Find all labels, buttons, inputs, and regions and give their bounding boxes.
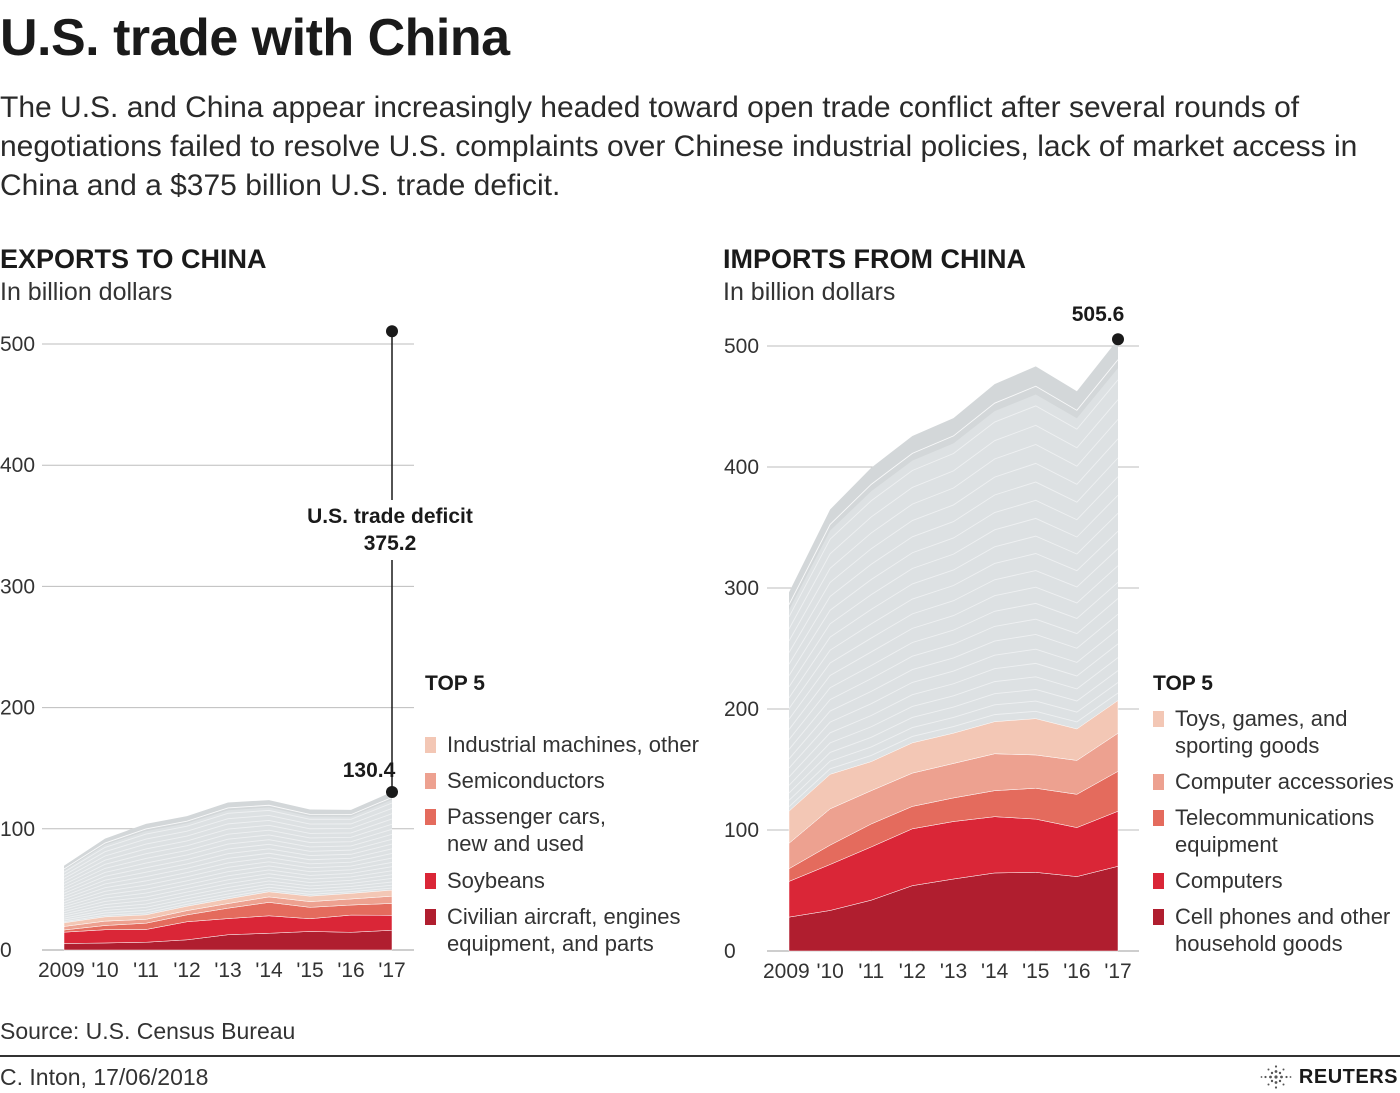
legend-swatch	[425, 737, 436, 753]
x-tick-label: '11	[133, 959, 159, 982]
legend-label-line: new and used	[447, 831, 584, 856]
legend-title: TOP 5	[1153, 672, 1213, 695]
x-tick-label: '17	[378, 959, 405, 982]
imports-panel-unit: In billion dollars	[723, 278, 896, 306]
series-area	[63, 889, 393, 927]
legend-swatch	[1153, 810, 1164, 826]
legend-swatch	[425, 809, 436, 825]
deficit-label-bg	[297, 500, 487, 560]
legend-label: Civilian aircraft, engines equipment, and…	[447, 904, 681, 956]
y-tick-label: 300	[724, 577, 759, 600]
legend-swatch	[1153, 774, 1164, 790]
x-tick-label: '14	[255, 959, 283, 982]
other-series-line	[63, 797, 393, 870]
credit-line: C. Inton, 17/06/2018	[0, 1064, 209, 1090]
exports-panel-title: EXPORTS TO CHINA	[0, 244, 267, 274]
x-tick-label: 2009	[763, 960, 810, 983]
x-tick-label: '15	[1022, 960, 1049, 983]
x-tick-label: '16	[337, 959, 364, 982]
total-end-dot	[1112, 333, 1124, 346]
legend-swatch	[1153, 873, 1164, 889]
legend-label: Computer accessories	[1175, 769, 1394, 794]
legend-swatch	[1153, 711, 1164, 727]
legend-label-line: Telecommunications	[1175, 805, 1374, 830]
y-tick-label: 0	[724, 940, 736, 963]
y-tick-label: 100	[724, 819, 759, 842]
imports-panel-title: IMPORTS FROM CHINA	[723, 244, 1026, 274]
legend-label-line: Passenger cars,	[447, 804, 606, 829]
reuters-brand: REUTERS	[1259, 1064, 1398, 1090]
legend-label: Passenger cars, new and used	[447, 804, 606, 856]
legend-label: Semiconductors	[447, 768, 605, 793]
y-tick-label: 500	[724, 335, 759, 358]
x-tick-label: 2009	[38, 959, 85, 982]
legend-title: TOP 5	[425, 672, 485, 695]
y-tick-label: 400	[724, 456, 759, 479]
deficit-value: 375.2	[364, 532, 417, 555]
legend-swatch	[1153, 909, 1164, 925]
deficit-top-dot	[386, 325, 398, 338]
x-tick-label: '15	[296, 959, 323, 982]
charts-canvas: 0 100 200 300 400 500 2009 '10 '11 '12 '13 '14 '15 '1…	[0, 303, 1394, 983]
x-tick-label: '13	[940, 960, 967, 983]
page-title: U.S. trade with China	[0, 9, 510, 67]
y-tick-label: 200	[0, 697, 35, 720]
x-tick-label: '12	[899, 960, 926, 983]
x-tick-label: '16	[1063, 960, 1090, 983]
other-products-band	[789, 368, 1118, 812]
x-tick-label: '10	[91, 959, 118, 982]
series-area	[788, 700, 1119, 844]
imports-chart: 0 100 200 300 400 500 2009 '10 '11 '12 '13 '14 '15 '1…	[724, 303, 1394, 983]
deficit-label: U.S. trade deficit	[307, 505, 473, 528]
footer-divider	[0, 1055, 1400, 1057]
legend-label: Toys, games, and sporting goods	[1175, 706, 1347, 758]
exports-chart: 0 100 200 300 400 500 2009 '10 '11 '12 '13 '14 '15 '1…	[0, 325, 699, 982]
legend-label: Telecommunications equipment	[1175, 805, 1374, 857]
other-products-band	[64, 799, 392, 923]
imports-last-value: 505.6	[1072, 303, 1125, 326]
x-tick-label: '11	[858, 960, 884, 983]
y-tick-label: 0	[0, 939, 12, 962]
exports-panel-unit: In billion dollars	[0, 278, 173, 306]
legend-label-line: sporting goods	[1175, 733, 1319, 758]
legend-label-line: household goods	[1175, 931, 1343, 956]
x-tick-label: '12	[173, 959, 200, 982]
legend-swatch	[425, 873, 436, 889]
y-tick-label: 300	[0, 575, 35, 598]
legend-label: Industrial machines, other	[447, 732, 699, 757]
x-tick-label: '10	[816, 960, 843, 983]
x-tick-label: '17	[1104, 960, 1131, 983]
legend-label-line: equipment, and parts	[447, 931, 654, 956]
legend-label-line: Civilian aircraft, engines	[447, 904, 681, 929]
y-tick-label: 200	[724, 698, 759, 721]
reuters-brand-text: REUTERS	[1298, 1065, 1398, 1088]
page-subtitle: The U.S. and China appear increasingly h…	[0, 91, 1358, 202]
exports-last-value: 130.4	[343, 759, 396, 782]
y-tick-label: 500	[0, 333, 35, 356]
x-tick-label: '14	[981, 960, 1009, 983]
legend-swatch	[425, 773, 436, 789]
legend-label-line: Cell phones and other	[1175, 904, 1390, 929]
y-tick-label: 100	[0, 818, 35, 841]
legend-label: Computers	[1175, 868, 1283, 893]
reuters-logo-icon	[1260, 1065, 1292, 1089]
x-tick-label: '13	[214, 959, 241, 982]
y-tick-label: 400	[0, 454, 35, 477]
legend-label-line: Toys, games, and	[1175, 706, 1347, 731]
source-note: Source: U.S. Census Bureau	[0, 1018, 296, 1044]
other-series-line	[788, 359, 1119, 605]
legend-label: Soybeans	[447, 868, 545, 893]
legend-label: Cell phones and other household goods	[1175, 904, 1390, 956]
legend-label-line: equipment	[1175, 832, 1278, 857]
legend-swatch	[425, 909, 436, 925]
